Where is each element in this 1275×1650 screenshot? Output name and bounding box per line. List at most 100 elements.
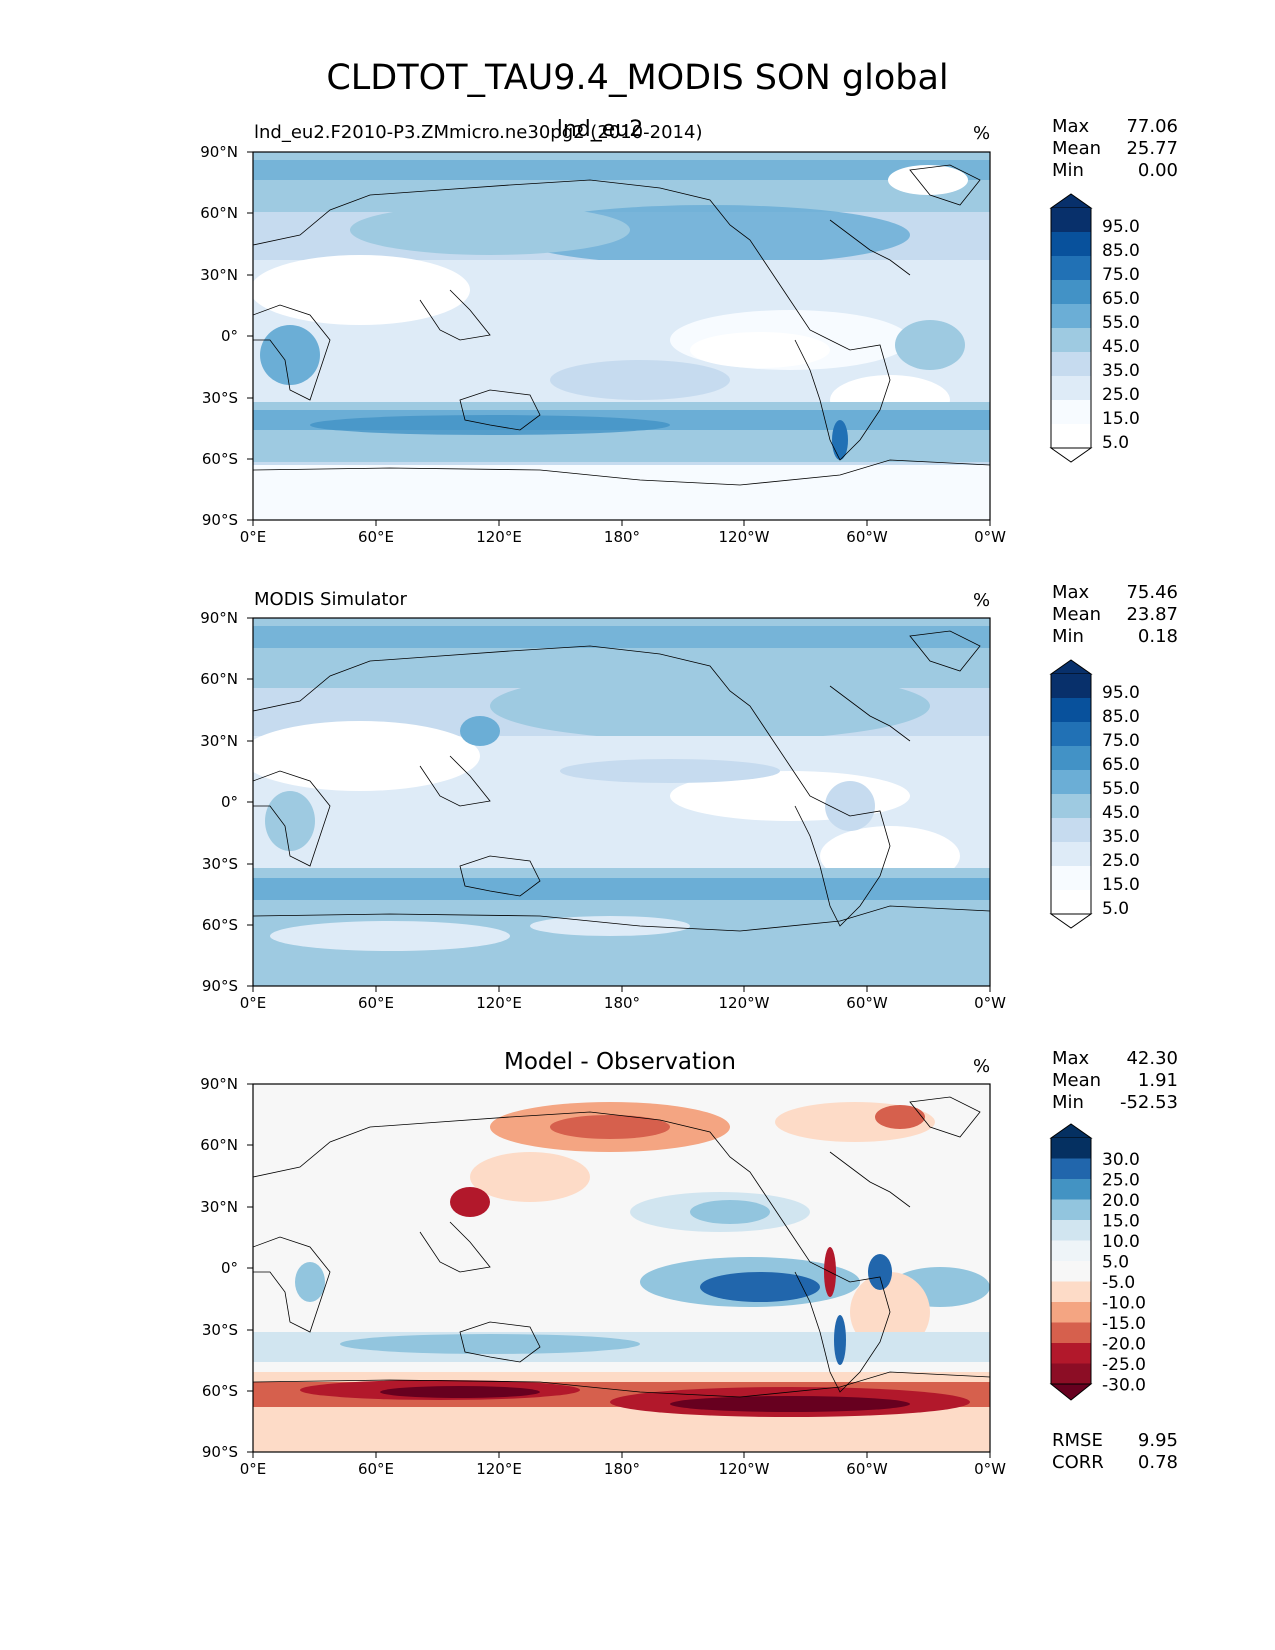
ytick-60s: 60°S	[202, 1382, 238, 1400]
ytick-90s: 90°S	[202, 511, 238, 529]
panel1-map: 90°N 60°N 30°N 0° 30°S 60°S 90°S 0°E 60°…	[200, 143, 1006, 546]
cbar1-label: 45.0	[1102, 337, 1140, 357]
cbar3-label: -10.0	[1102, 1294, 1146, 1314]
ytick-30s: 30°S	[202, 855, 238, 873]
xtick-180: 180°	[604, 994, 640, 1012]
panel3-y-ticks: 90°N 60°N 30°N 0° 30°S 60°S 90°S	[200, 1075, 238, 1461]
panel3-x-ticks: 0°E 60°E 120°E 180° 120°W 60°W 0°W	[240, 1460, 1006, 1478]
mean-value: 1.91	[1137, 1070, 1178, 1091]
panel3-tick-marks	[247, 1083, 991, 1458]
panel2-stats: Max 75.46 Mean 23.87 Min 0.18	[1052, 582, 1178, 648]
cbar3-label: 5.0	[1102, 1253, 1129, 1273]
max-value: 42.30	[1126, 1048, 1178, 1069]
mean-label: Mean	[1052, 1070, 1102, 1091]
cbar1-label: 5.0	[1102, 433, 1129, 453]
cbar2-label: 85.0	[1102, 707, 1140, 727]
xtick-0w: 0°W	[974, 994, 1006, 1012]
panel1-field	[253, 152, 990, 520]
figure-title: CLDTOT_TAU9.4_MODIS SON global	[326, 58, 949, 98]
max-value: 77.06	[1126, 116, 1178, 137]
cbar3-label: -15.0	[1102, 1314, 1146, 1334]
panel3-colorbar: 30.0 25.0 20.0 15.0 10.0 5.0 -5.0 -10.0 …	[1049, 1123, 1146, 1401]
xtick-120w: 120°W	[719, 994, 770, 1012]
cbar1-label: 95.0	[1102, 217, 1140, 237]
xtick-0w: 0°W	[974, 528, 1006, 546]
xtick-60e: 60°E	[358, 528, 394, 546]
ytick-30n: 30°N	[200, 266, 238, 284]
min-label: Min	[1052, 626, 1084, 647]
cbar3-label: 20.0	[1102, 1191, 1140, 1211]
mean-label: Mean	[1052, 604, 1102, 625]
cbar2-label: 35.0	[1102, 827, 1140, 847]
min-value: -52.53	[1119, 1092, 1178, 1113]
panel1-x-ticks: 0°E 60°E 120°E 180° 120°W 60°W 0°W	[240, 528, 1006, 546]
cbar2-label: 45.0	[1102, 803, 1140, 823]
cbar1-label: 55.0	[1102, 313, 1140, 333]
ytick-30s: 30°S	[202, 389, 238, 407]
cbar2-label: 95.0	[1102, 683, 1140, 703]
panel2-y-ticks: 90°N 60°N 30°N 0° 30°S 60°S 90°S	[200, 609, 238, 995]
xtick-120e: 120°E	[476, 528, 522, 546]
cbar3-label: 30.0	[1102, 1150, 1140, 1170]
ytick-90n: 90°N	[200, 1075, 238, 1093]
mean-value: 25.77	[1126, 138, 1178, 159]
cbar2-label: 75.0	[1102, 731, 1140, 751]
ytick-90n: 90°N	[200, 609, 238, 627]
ytick-60n: 60°N	[200, 204, 238, 222]
mean-label: Mean	[1052, 138, 1102, 159]
ytick-90n: 90°N	[200, 143, 238, 161]
panel1-tick-marks	[247, 151, 991, 526]
xtick-0e: 0°E	[240, 528, 267, 546]
max-label: Max	[1052, 582, 1090, 603]
cbar1-label: 25.0	[1102, 385, 1140, 405]
panel1-units: %	[973, 123, 991, 144]
xtick-120e: 120°E	[476, 1460, 522, 1478]
cbar3-label: -30.0	[1102, 1376, 1146, 1396]
panel2-map: 90°N 60°N 30°N 0° 30°S 60°S 90°S 0°E 60°…	[200, 609, 1006, 1012]
ytick-0: 0°	[221, 327, 238, 345]
panel3-stats: Max 42.30 Mean 1.91 Min -52.53	[1052, 1048, 1178, 1114]
cbar1-label: 35.0	[1102, 361, 1140, 381]
panel1-coastlines	[253, 164, 990, 486]
max-value: 75.46	[1126, 582, 1178, 603]
panel3-error-stats: RMSE 9.95 CORR 0.78	[1052, 1430, 1178, 1474]
xtick-0e: 0°E	[240, 994, 267, 1012]
cbar2-label: 65.0	[1102, 755, 1140, 775]
cbar2-label: 5.0	[1102, 899, 1129, 919]
panel1-y-ticks: 90°N 60°N 30°N 0° 30°S 60°S 90°S	[200, 143, 238, 529]
xtick-0w: 0°W	[974, 1460, 1006, 1478]
ytick-90s: 90°S	[202, 977, 238, 995]
cbar3-label: -5.0	[1102, 1273, 1135, 1293]
max-label: Max	[1052, 116, 1090, 137]
panel3-coastlines	[253, 1096, 990, 1398]
panel2-colorbar: 95.0 85.0 75.0 65.0 55.0 45.0 35.0 25.0 …	[1049, 659, 1140, 929]
ytick-0: 0°	[221, 793, 238, 811]
xtick-60w: 60°W	[846, 1460, 888, 1478]
min-value: 0.00	[1137, 160, 1178, 181]
panel1-center-title: lnd_eu2	[556, 117, 644, 142]
xtick-60w: 60°W	[846, 528, 888, 546]
xtick-60e: 60°E	[358, 1460, 394, 1478]
cbar1-label: 75.0	[1102, 265, 1140, 285]
panel2-x-ticks: 0°E 60°E 120°E 180° 120°W 60°W 0°W	[240, 994, 1006, 1012]
xtick-180: 180°	[604, 528, 640, 546]
cbar3-label: -20.0	[1102, 1335, 1146, 1355]
panel1-colorbar: 95.0 85.0 75.0 65.0 55.0 45.0 35.0 25.0 …	[1049, 193, 1140, 463]
xtick-180: 180°	[604, 1460, 640, 1478]
xtick-0e: 0°E	[240, 1460, 267, 1478]
max-label: Max	[1052, 1048, 1090, 1069]
ytick-30s: 30°S	[202, 1321, 238, 1339]
cbar2-label: 15.0	[1102, 875, 1140, 895]
corr-value: 0.78	[1137, 1452, 1178, 1473]
min-label: Min	[1052, 1092, 1084, 1113]
panel3-center-title: Model - Observation	[503, 1049, 737, 1075]
ytick-60n: 60°N	[200, 1136, 238, 1154]
panel1-stats: Max 77.06 Mean 25.77 Min 0.00	[1052, 116, 1178, 182]
panel2-case-label: MODIS Simulator	[254, 589, 407, 610]
xtick-60e: 60°E	[358, 994, 394, 1012]
rmse-value: 9.95	[1137, 1430, 1178, 1451]
panel2-coastlines	[253, 630, 990, 932]
cbar1-label: 85.0	[1102, 241, 1140, 261]
cbar3-label: 15.0	[1102, 1212, 1140, 1232]
cbar3-label: 25.0	[1102, 1171, 1140, 1191]
